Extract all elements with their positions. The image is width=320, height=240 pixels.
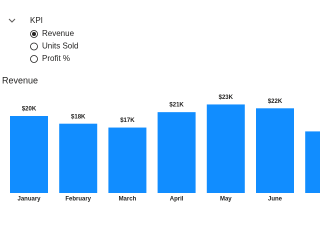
bar[interactable] [59, 123, 98, 193]
data-label: $22K [268, 99, 283, 105]
screen: KPI Revenue Revenue Units Sold Profit % $20… [2, 16, 320, 203]
x-tick-label: June [268, 197, 283, 203]
data-label: $23K [219, 95, 234, 101]
slicer-title: KPI [30, 16, 43, 25]
body: {"slicer": {"title": "KPI", "options": [… [2, 16, 320, 203]
data-label: $21K [169, 103, 184, 109]
bar[interactable] [157, 112, 196, 193]
x-tick-label: May [220, 197, 232, 203]
x-tick-label: February [65, 197, 91, 203]
bar[interactable] [10, 116, 48, 193]
radio-label[interactable]: Revenue [42, 29, 75, 38]
x-tick-label: January [17, 197, 41, 203]
radio-dot [32, 32, 36, 36]
x-tick-label: March [119, 197, 137, 203]
bar[interactable] [305, 131, 320, 193]
radio-button[interactable] [30, 42, 38, 51]
radio-label[interactable]: Profit % [42, 54, 70, 63]
data-label: $17K [120, 118, 135, 124]
chart-title: Revenue [2, 75, 38, 85]
page: html, body { margin: 0; padding: 0; widt… [2, 16, 320, 203]
radio-button[interactable] [30, 55, 38, 63]
bar[interactable] [206, 104, 245, 193]
x-tick-label: April [170, 197, 184, 203]
collapse-chevron[interactable] [8, 18, 16, 23]
radio-label[interactable]: Units Sold [42, 42, 78, 51]
data-label: $18K [71, 114, 86, 120]
bar[interactable] [256, 108, 294, 193]
data-label: $20K [22, 107, 37, 113]
bar[interactable] [108, 127, 147, 193]
